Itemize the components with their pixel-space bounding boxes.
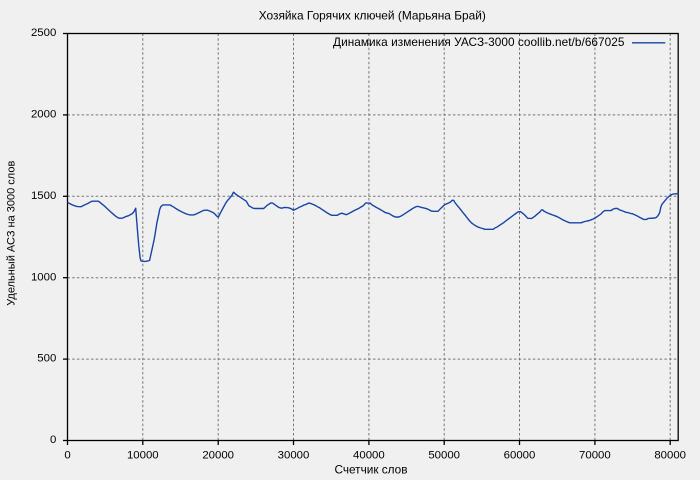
svg-text:2500: 2500 [31, 27, 56, 39]
svg-text:Счетчик слов: Счетчик слов [334, 463, 407, 477]
svg-text:50000: 50000 [428, 449, 460, 461]
svg-text:0: 0 [50, 434, 56, 446]
svg-text:10000: 10000 [127, 449, 159, 461]
svg-text:2000: 2000 [31, 109, 56, 121]
svg-text:30000: 30000 [278, 449, 310, 461]
svg-text:40000: 40000 [353, 449, 385, 461]
svg-text:500: 500 [37, 353, 56, 365]
svg-text:20000: 20000 [202, 449, 234, 461]
svg-text:60000: 60000 [504, 449, 536, 461]
svg-text:Удельный АСЗ на 3000 слов: Удельный АСЗ на 3000 слов [6, 161, 18, 306]
svg-text:70000: 70000 [579, 449, 611, 461]
svg-text:Динамика изменения УАСЗ-3000 c: Динамика изменения УАСЗ-3000 coollib.net… [333, 35, 625, 49]
svg-text:80000: 80000 [654, 449, 686, 461]
svg-text:Хозяйка Горячих ключей (Марьян: Хозяйка Горячих ключей (Марьяна Брай) [259, 9, 486, 23]
svg-text:1000: 1000 [31, 271, 56, 283]
svg-text:1500: 1500 [31, 190, 56, 202]
svg-text:0: 0 [64, 449, 70, 461]
